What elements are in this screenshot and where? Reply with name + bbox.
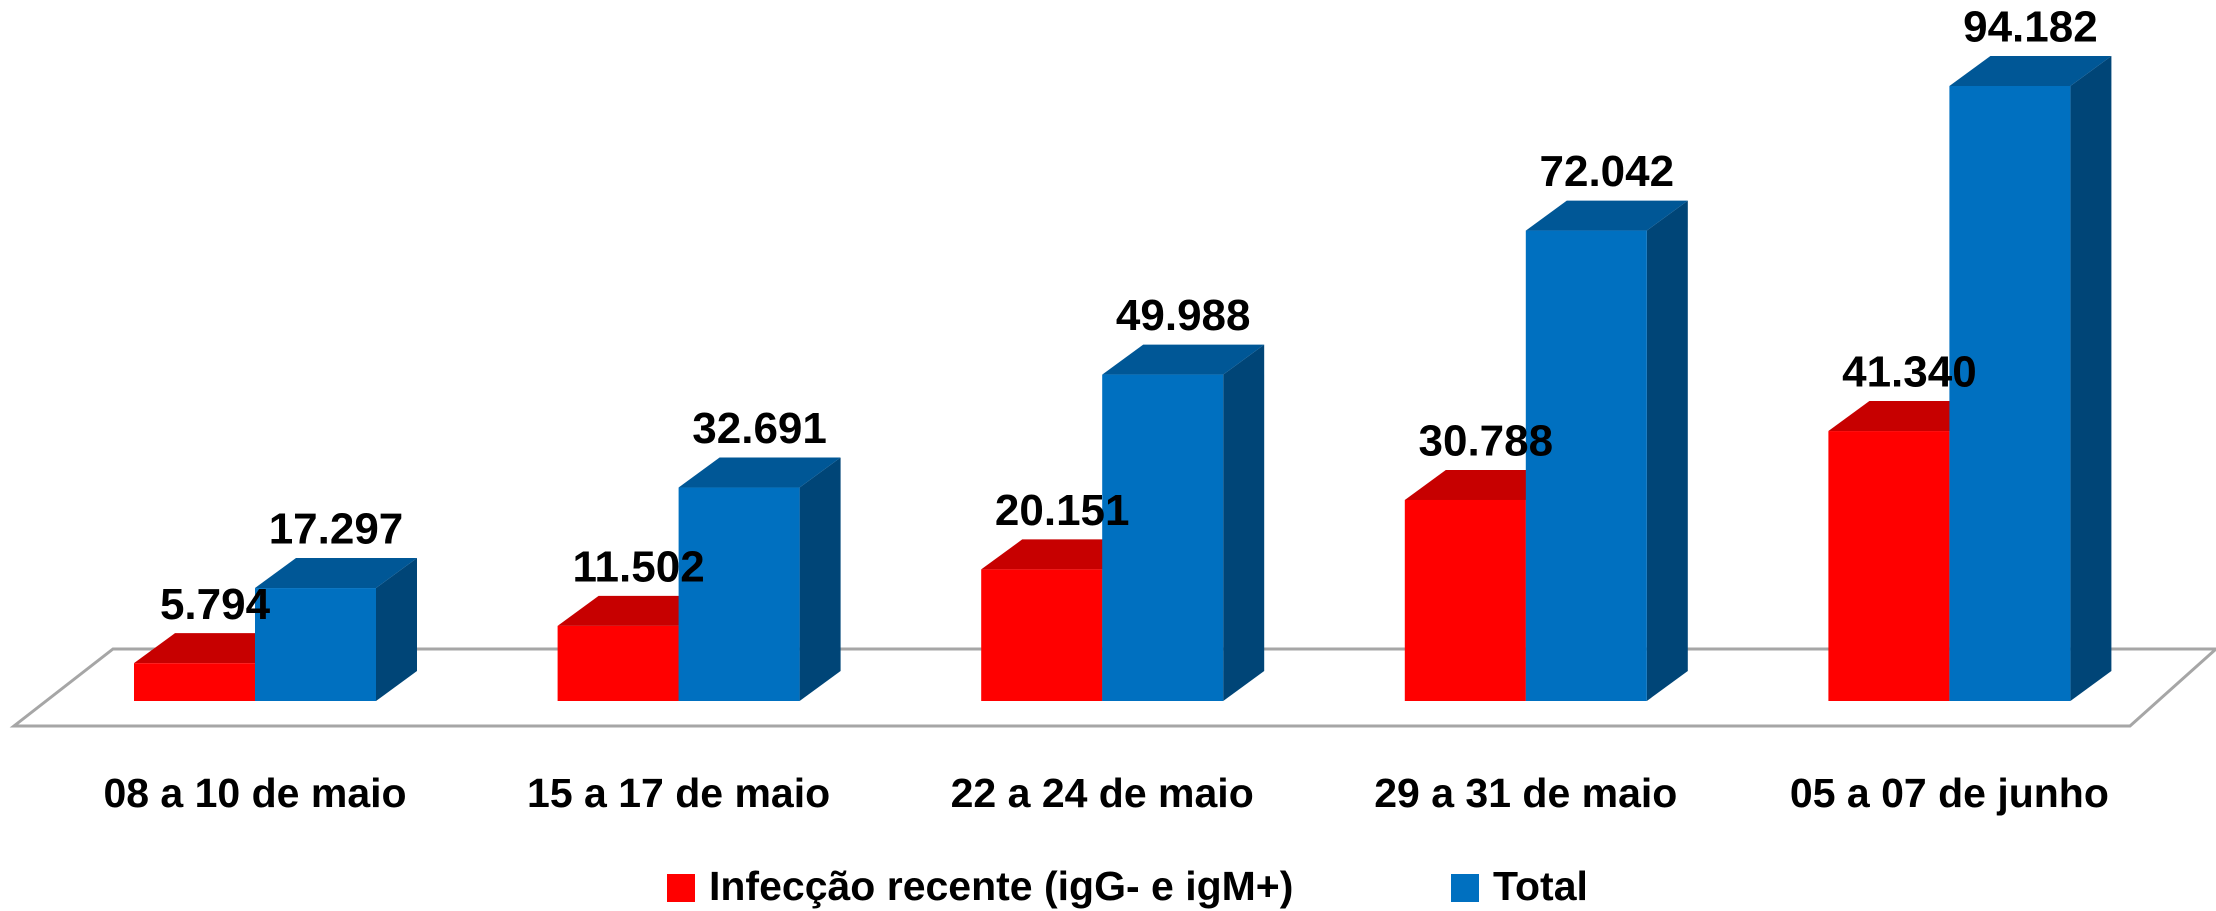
bar-side <box>376 558 417 701</box>
bar-top <box>255 558 417 589</box>
bar <box>255 558 417 701</box>
bar-side <box>1646 200 1688 701</box>
floor <box>9 647 2216 728</box>
bar-front <box>557 625 679 701</box>
bar-front <box>1525 230 1647 701</box>
data-label: 20.151 <box>995 486 1130 535</box>
bar-side <box>799 457 841 701</box>
bar-top <box>1949 56 2112 86</box>
legend-label: Infecção recente (igG- e igM+) <box>709 863 1293 909</box>
data-label: 72.042 <box>1540 147 1675 196</box>
bar-front <box>1949 86 2071 701</box>
x-tick-label: 05 a 07 de junho <box>1790 770 2109 816</box>
bar <box>1102 344 1265 701</box>
data-label: 5.794 <box>160 580 271 629</box>
bar-side <box>2070 56 2112 701</box>
bar-front <box>678 487 800 701</box>
data-label: 30.788 <box>1419 417 1554 466</box>
x-tick-label: 15 a 17 de maio <box>527 770 830 816</box>
x-tick-label: 22 a 24 de maio <box>951 770 1254 816</box>
data-label: 11.502 <box>573 543 705 592</box>
bar-top <box>678 457 841 488</box>
data-label: 49.988 <box>1116 291 1251 340</box>
bar-front <box>1404 499 1526 701</box>
data-label: 32.691 <box>692 404 827 453</box>
bar-side <box>1223 344 1265 701</box>
bar-front <box>1828 431 1950 701</box>
bar-front <box>1102 374 1224 701</box>
x-tick-label: 29 a 31 de maio <box>1374 770 1677 816</box>
bar-top <box>1525 200 1688 231</box>
data-label: 41.340 <box>1842 348 1977 397</box>
data-label: 17.297 <box>269 505 404 554</box>
bar-front <box>981 569 1103 701</box>
x-tick-label: 08 a 10 de maio <box>103 770 406 816</box>
bar <box>1525 200 1688 701</box>
legend-swatch <box>1451 874 1479 902</box>
bar-top <box>1102 344 1265 375</box>
bar-front <box>134 663 255 701</box>
bar <box>678 457 841 701</box>
bar <box>1949 56 2112 701</box>
data-label: 94.182 <box>1963 3 2098 52</box>
bar-front <box>255 588 376 701</box>
legend-label: Total <box>1493 863 1588 909</box>
legend-swatch <box>667 874 695 902</box>
